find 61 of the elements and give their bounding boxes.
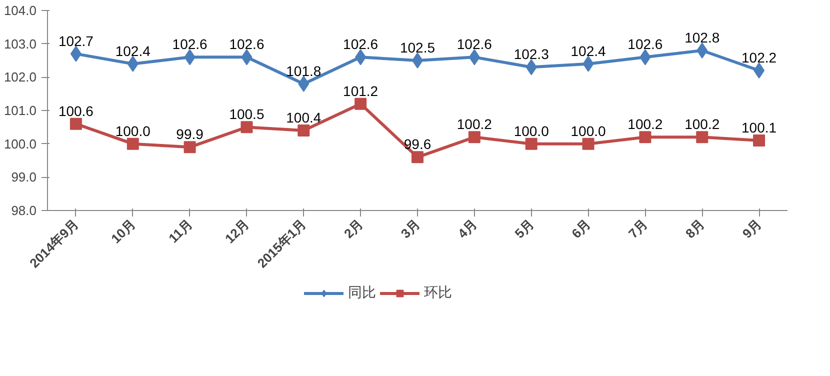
x-tick-label: 11月 bbox=[166, 216, 196, 246]
data-label: 100.6 bbox=[58, 102, 94, 119]
x-tick-label: 10月 bbox=[108, 216, 138, 246]
x-tick-label: 12月 bbox=[222, 216, 252, 246]
data-label: 101.8 bbox=[286, 62, 322, 79]
x-tick-label: 9月 bbox=[739, 216, 764, 242]
y-tick-label: 104.0 bbox=[4, 3, 37, 18]
x-tick-label: 5月 bbox=[512, 216, 537, 242]
x-tick-label: 4月 bbox=[454, 216, 480, 242]
data-label: 100.0 bbox=[115, 122, 151, 139]
point bbox=[639, 131, 652, 144]
y-tick-label: 100.0 bbox=[4, 136, 37, 152]
x-tick-label: 2月 bbox=[340, 216, 366, 242]
point bbox=[696, 42, 708, 58]
point bbox=[468, 131, 480, 144]
y-tick-label: 103.0 bbox=[4, 36, 37, 52]
point bbox=[582, 138, 594, 150]
data-label: 100.2 bbox=[456, 116, 492, 132]
data-label: 100.0 bbox=[514, 122, 550, 139]
data-label: 102.7 bbox=[58, 32, 94, 49]
y-tick-label: 102.0 bbox=[4, 70, 37, 85]
x-tick-label: 7月 bbox=[626, 216, 650, 242]
data-label: 102.3 bbox=[514, 46, 550, 62]
data-label: 102.6 bbox=[628, 36, 663, 52]
point bbox=[126, 138, 139, 150]
legend-label: 环比 bbox=[424, 284, 452, 302]
point bbox=[240, 121, 253, 134]
point bbox=[184, 141, 196, 154]
data-label: 99.9 bbox=[176, 126, 204, 142]
data-label: 102.6 bbox=[172, 36, 208, 52]
x-tick-label: 3月 bbox=[398, 216, 423, 242]
data-label: 102.6 bbox=[229, 36, 264, 52]
data-label: 100.2 bbox=[684, 116, 720, 132]
data-label: 99.6 bbox=[404, 136, 432, 152]
legend-label: 同比 bbox=[348, 284, 376, 302]
data-label: 102.2 bbox=[742, 50, 777, 66]
data-label: 102.8 bbox=[684, 30, 720, 46]
x-tick-label: 8月 bbox=[682, 216, 708, 242]
y-tick-label: 98.0 bbox=[11, 203, 37, 218]
data-label: 100.5 bbox=[229, 106, 264, 122]
point bbox=[412, 151, 424, 164]
data-label: 101.2 bbox=[343, 82, 378, 99]
point bbox=[70, 118, 82, 130]
y-tick-label: 101.0 bbox=[4, 103, 37, 118]
point bbox=[754, 62, 765, 78]
x-tick-label: 6月 bbox=[568, 216, 594, 242]
point bbox=[354, 98, 367, 110]
data-label: 100.0 bbox=[570, 122, 606, 139]
data-label: 102.4 bbox=[115, 42, 151, 59]
point bbox=[696, 131, 708, 144]
data-label: 102.6 bbox=[343, 36, 378, 52]
data-label: 100.2 bbox=[628, 116, 663, 132]
point bbox=[298, 124, 310, 136]
data-label: 100.1 bbox=[742, 120, 777, 136]
data-label: 102.6 bbox=[456, 36, 492, 52]
data-label: 102.4 bbox=[570, 42, 606, 59]
point bbox=[525, 138, 538, 150]
point bbox=[753, 134, 766, 146]
data-label: 100.4 bbox=[286, 110, 322, 126]
data-label: 102.5 bbox=[400, 40, 436, 56]
y-tick-label: 99.0 bbox=[11, 170, 37, 185]
